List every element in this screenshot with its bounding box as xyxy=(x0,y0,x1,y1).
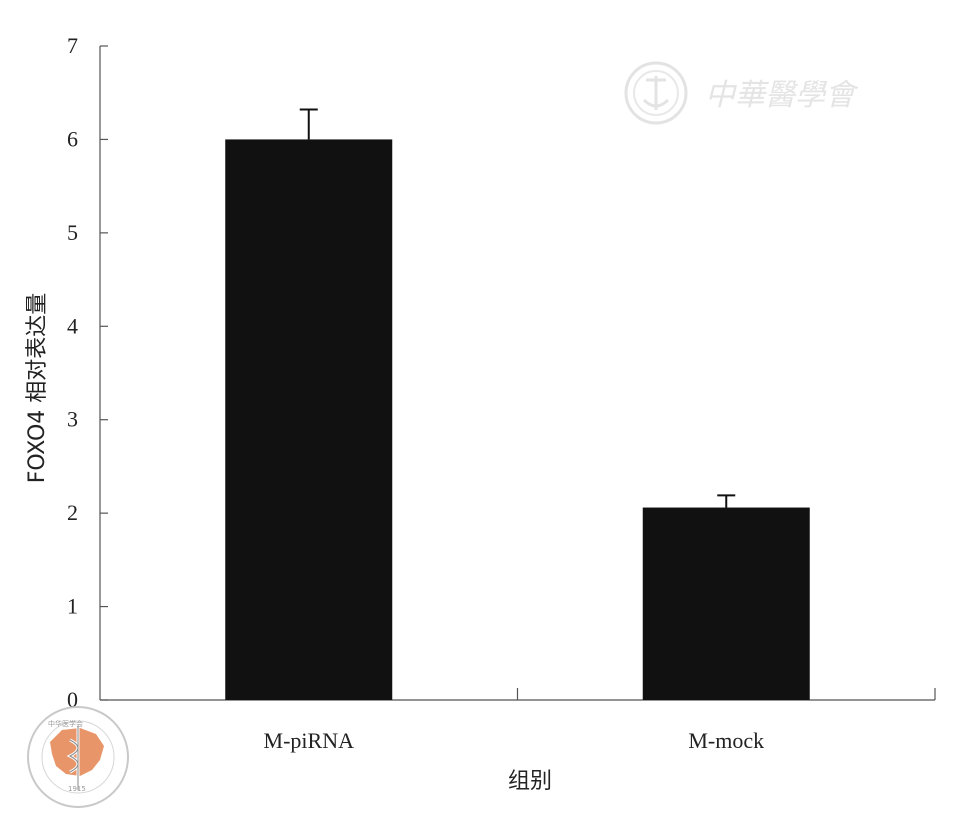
watermark-seal-icon xyxy=(624,61,688,125)
logo-top-text: 中华医学会 xyxy=(48,719,83,728)
bar xyxy=(225,139,393,700)
bars xyxy=(225,108,810,700)
x-axis-title: 组别 xyxy=(508,769,552,794)
y-tick-label: 1 xyxy=(67,594,78,619)
y-tick-label: 7 xyxy=(67,33,78,58)
y-tick-label: 2 xyxy=(67,500,78,525)
watermark-top: 中華醫學會 xyxy=(624,61,859,125)
association-logo: 中华医学会 1915 xyxy=(27,706,129,808)
watermark-text: 中華醫學會 xyxy=(705,78,859,113)
bar xyxy=(642,507,810,700)
x-category-label: M-mock xyxy=(688,728,764,753)
labels: 0 1 2 3 4 5 6 7 M-piRNA M-mock xyxy=(67,33,764,753)
y-tick-label: 0 xyxy=(67,687,78,712)
x-category-label: M-piRNA xyxy=(264,728,355,753)
logo-year: 1915 xyxy=(68,785,86,793)
y-tick-label: 3 xyxy=(67,407,78,432)
y-tick-label: 5 xyxy=(67,220,78,245)
y-tick-label: 4 xyxy=(67,313,78,338)
y-tick-label: 6 xyxy=(67,126,78,151)
y-axis-title: FOXO4 相对表达量 xyxy=(25,293,50,484)
